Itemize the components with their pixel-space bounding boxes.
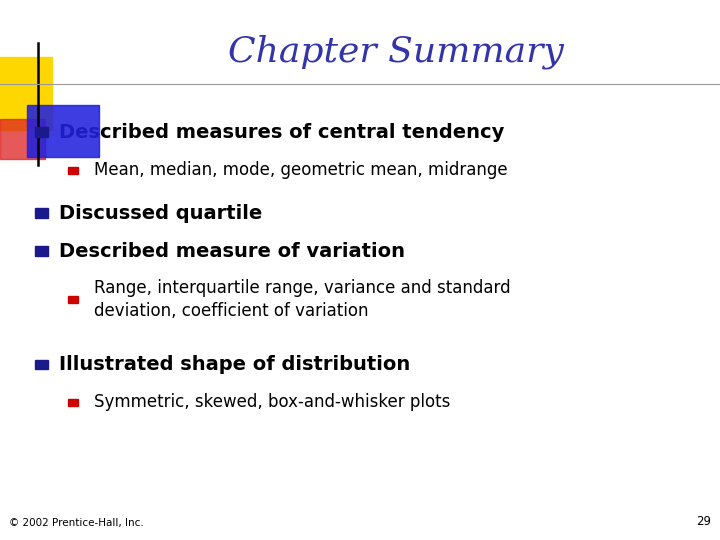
Bar [35,246,48,256]
Bar [35,127,48,137]
Bar [27,105,99,157]
Text: 29: 29 [696,515,711,528]
Text: Described measures of central tendency: Described measures of central tendency [59,123,505,142]
Text: Mean, median, mode, geometric mean, midrange: Mean, median, mode, geometric mean, midr… [94,161,507,179]
Bar [35,208,48,218]
Text: Described measure of variation: Described measure of variation [59,241,405,261]
Bar [68,296,78,303]
Bar [0,119,45,159]
Text: Range, interquartile range, variance and standard
deviation, coefficient of vari: Range, interquartile range, variance and… [94,279,510,321]
Bar [68,399,78,406]
Text: Illustrated shape of distribution: Illustrated shape of distribution [59,355,410,374]
Text: Symmetric, skewed, box-and-whisker plots: Symmetric, skewed, box-and-whisker plots [94,393,450,411]
Bar [68,166,78,173]
Text: © 2002 Prentice-Hall, Inc.: © 2002 Prentice-Hall, Inc. [9,518,143,528]
Bar [35,360,48,369]
Bar [0,57,52,130]
Text: Chapter Summary: Chapter Summary [228,34,564,69]
Text: Discussed quartile: Discussed quartile [59,204,262,223]
